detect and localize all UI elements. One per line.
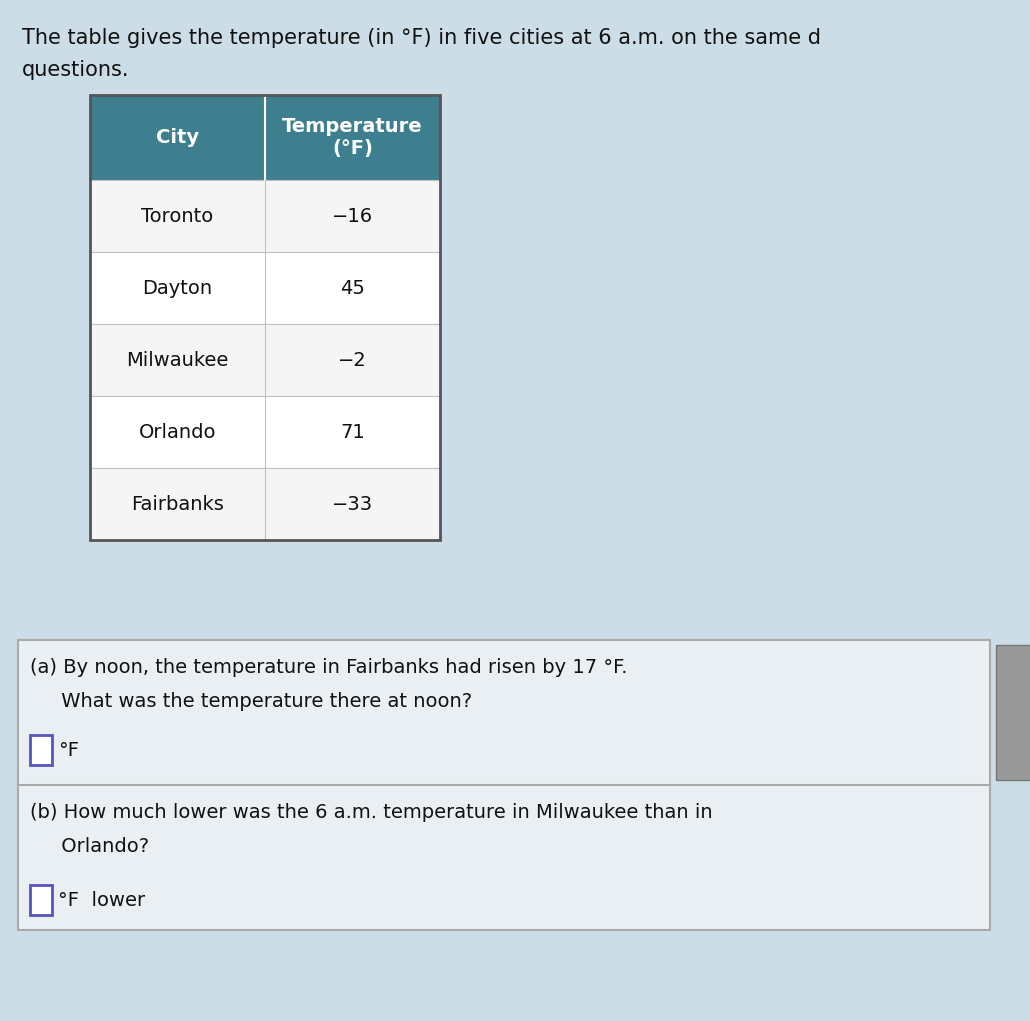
Bar <box>90 95 440 540</box>
Bar <box>996 645 1030 780</box>
Bar <box>90 180 440 252</box>
Bar <box>90 396 440 468</box>
Text: −16: −16 <box>332 206 373 226</box>
Text: City: City <box>156 128 199 147</box>
Text: 45: 45 <box>340 279 365 297</box>
Bar <box>30 735 52 765</box>
Text: questions.: questions. <box>22 60 130 80</box>
Bar <box>90 324 440 396</box>
Text: Orlando?: Orlando? <box>30 837 149 856</box>
Text: (b) How much lower was the 6 a.m. temperature in Milwaukee than in: (b) How much lower was the 6 a.m. temper… <box>30 803 713 822</box>
Text: Toronto: Toronto <box>141 206 213 226</box>
Text: The table gives the temperature (in °F) in five cities at 6 a.m. on the same d: The table gives the temperature (in °F) … <box>22 28 821 48</box>
Text: °F  lower: °F lower <box>58 890 145 910</box>
Bar <box>90 95 440 180</box>
Text: Temperature
(°F): Temperature (°F) <box>282 117 422 158</box>
Text: Dayton: Dayton <box>142 279 212 297</box>
Text: Fairbanks: Fairbanks <box>131 494 224 514</box>
Bar <box>90 468 440 540</box>
Text: −33: −33 <box>332 494 373 514</box>
Bar <box>90 252 440 324</box>
Bar <box>30 885 52 915</box>
Text: What was the temperature there at noon?: What was the temperature there at noon? <box>30 692 472 711</box>
Text: (a) By noon, the temperature in Fairbanks had risen by 17 °F.: (a) By noon, the temperature in Fairbank… <box>30 658 627 677</box>
Text: °F: °F <box>58 740 79 760</box>
Text: Milwaukee: Milwaukee <box>127 350 229 370</box>
Text: 71: 71 <box>340 423 365 441</box>
Bar <box>18 640 990 930</box>
Text: −2: −2 <box>338 350 367 370</box>
Text: Orlando: Orlando <box>139 423 216 441</box>
